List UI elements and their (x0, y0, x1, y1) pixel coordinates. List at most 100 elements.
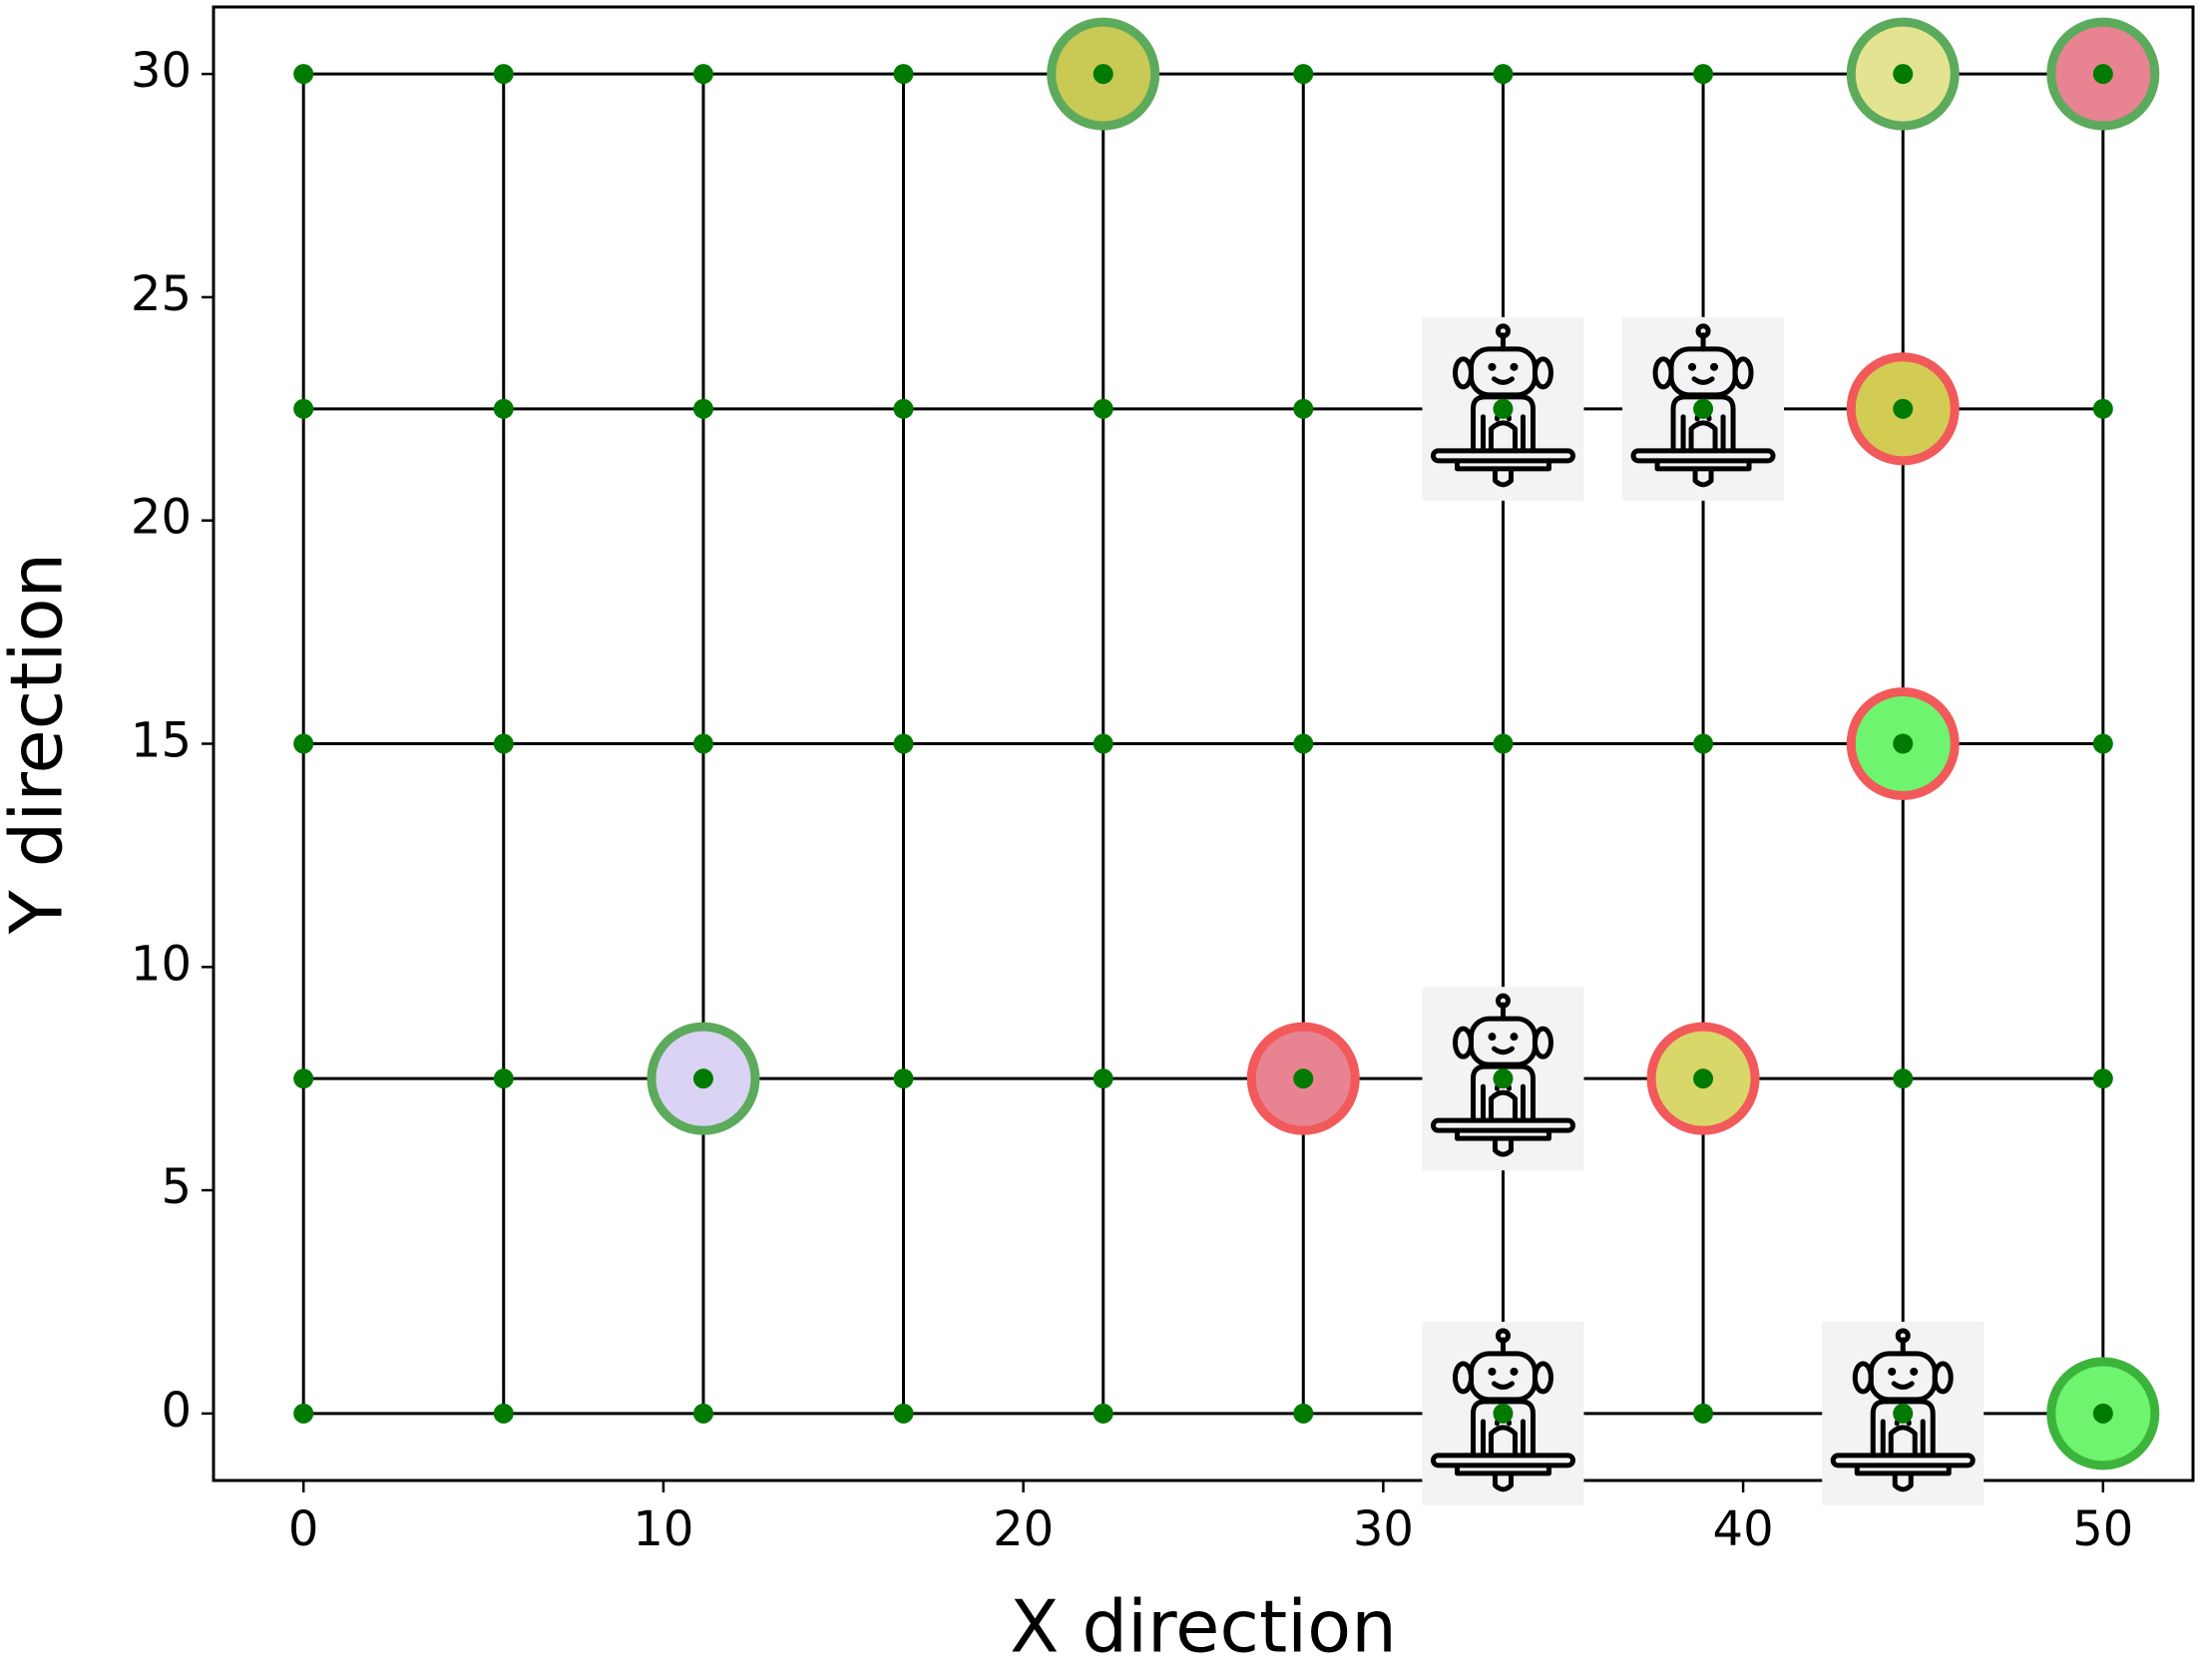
node (2092, 1403, 2113, 1424)
node (293, 1403, 314, 1424)
robot-antenna-tip (1895, 1328, 1911, 1344)
node (1093, 1068, 1113, 1089)
x-tick-label: 50 (2072, 1501, 2133, 1557)
y-tick-label: 20 (131, 490, 192, 546)
robot-arm (1880, 1419, 1926, 1459)
robot-arm (1480, 1083, 1526, 1123)
robot-stand (1454, 1127, 1551, 1157)
robot-antenna-tip (1495, 993, 1511, 1009)
robot-eye (1488, 362, 1497, 371)
node (1493, 1068, 1514, 1089)
y-tick-label: 30 (131, 43, 192, 99)
robot-base (1430, 448, 1575, 464)
node (1693, 398, 1714, 419)
node (293, 1068, 314, 1089)
node (893, 398, 914, 419)
robot-eye (1910, 1367, 1919, 1376)
robot-stand (1654, 458, 1752, 488)
node (493, 1403, 514, 1424)
robot-stand (1454, 458, 1551, 488)
robot-base (1830, 1453, 1976, 1469)
x-axis-label: X direction (1010, 1585, 1397, 1669)
node (1493, 398, 1514, 419)
node (1893, 1068, 1914, 1089)
robot-antenna-tip (1495, 1328, 1511, 1344)
robot-mouth (1491, 1381, 1515, 1390)
y-tick-label: 15 (131, 713, 192, 769)
node (1293, 1403, 1314, 1424)
node (493, 1068, 514, 1089)
node (1293, 1068, 1314, 1089)
y-tick-label: 10 (131, 936, 192, 992)
robot-eye (1688, 362, 1697, 371)
node (2092, 733, 2113, 754)
robot-eye (1710, 362, 1719, 371)
node (692, 1068, 713, 1089)
node (293, 733, 314, 754)
robot-mouth (1491, 1046, 1515, 1055)
node (1093, 64, 1113, 85)
robot (1622, 316, 1785, 501)
node (2092, 398, 2113, 419)
x-tick-label: 20 (993, 1501, 1054, 1557)
node (1493, 733, 1514, 754)
robot-mouth (1491, 376, 1515, 385)
node (1293, 398, 1314, 419)
y-tick-label: 25 (131, 266, 192, 322)
node (493, 398, 514, 419)
robot-stand (1854, 1463, 1952, 1492)
robot-mouth (1891, 1381, 1915, 1390)
robot-arm (1480, 414, 1526, 454)
robot-body (1470, 394, 1536, 454)
node (893, 1068, 914, 1089)
x-tick-label: 0 (288, 1501, 319, 1557)
robot-body (1870, 1399, 1936, 1459)
node (1693, 64, 1714, 85)
x-tick-label: 30 (1353, 1501, 1414, 1557)
node (1093, 733, 1113, 754)
node (893, 733, 914, 754)
node (692, 1403, 713, 1424)
robot-base (1430, 1117, 1575, 1133)
node (692, 733, 713, 754)
robot-body (1470, 1399, 1536, 1459)
node (2092, 1068, 2113, 1089)
node (1693, 1403, 1714, 1424)
x-tick-label: 40 (1713, 1501, 1774, 1557)
node (692, 64, 713, 85)
x-tick-label: 10 (633, 1501, 693, 1557)
robot-body (1670, 394, 1736, 454)
node (1293, 64, 1314, 85)
node (1293, 733, 1314, 754)
node (1893, 398, 1914, 419)
robot-mouth (1691, 376, 1715, 385)
node (1893, 733, 1914, 754)
node (493, 733, 514, 754)
node (692, 398, 713, 419)
robot-eye (1888, 1367, 1897, 1376)
robot-base (1630, 448, 1776, 464)
node (1893, 1403, 1914, 1424)
robot-antenna-tip (1695, 323, 1711, 339)
node (493, 64, 514, 85)
node (893, 64, 914, 85)
node (1693, 1068, 1714, 1089)
node (1493, 64, 1514, 85)
node (293, 398, 314, 419)
node (893, 1403, 914, 1424)
robot-arm (1680, 414, 1726, 454)
robot-eye (1488, 1033, 1497, 1042)
robot-arm (1480, 1419, 1526, 1459)
node (1493, 1403, 1514, 1424)
robot-eye (1510, 1033, 1519, 1042)
robot-eye (1488, 1367, 1497, 1376)
node (2092, 64, 2113, 85)
node (1893, 64, 1914, 85)
y-axis-label: Y direction (0, 553, 79, 935)
robot-antenna-tip (1495, 323, 1511, 339)
robot-body (1470, 1063, 1536, 1123)
robot-eye (1510, 362, 1519, 371)
robot-stand (1454, 1463, 1551, 1492)
